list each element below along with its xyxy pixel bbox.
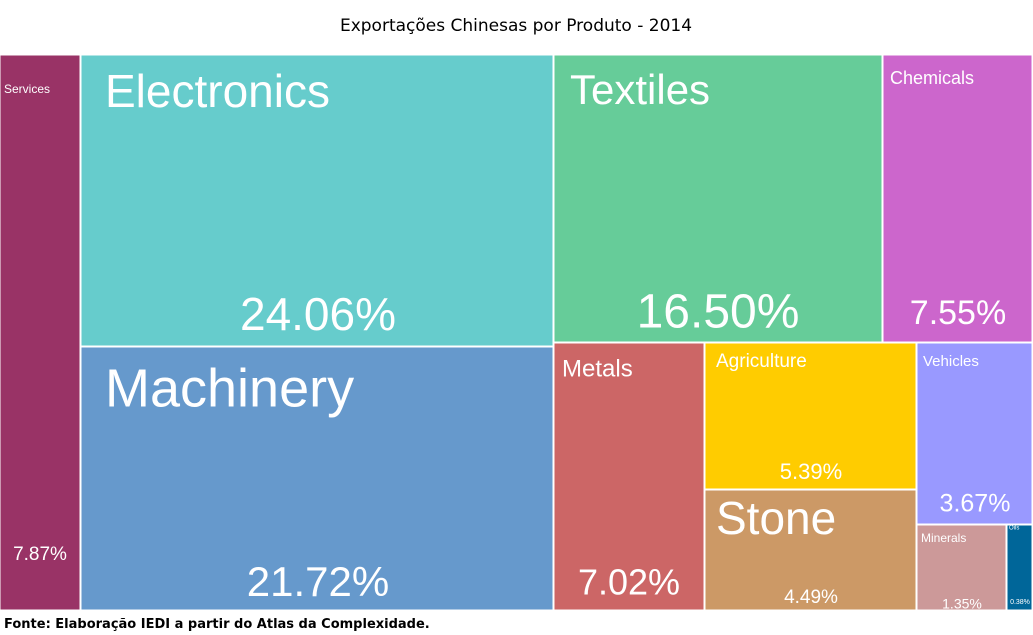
tile	[80, 346, 554, 611]
tile-label: Machinery	[105, 358, 354, 418]
value-label: 4.49%	[784, 587, 838, 608]
tile-label: Stone	[716, 492, 836, 544]
tile	[882, 54, 1033, 343]
source-note: Fonte: Elaboração IEDI a partir do Atlas…	[4, 617, 430, 632]
value-label: 3.67%	[940, 490, 1011, 518]
value-label: 5.39%	[780, 459, 842, 484]
value-label: 7.87%	[13, 544, 67, 565]
tile-label: Vehicles	[923, 353, 979, 370]
tile-label: Chemicals	[890, 68, 974, 88]
tile	[1006, 524, 1033, 611]
tile-label: Services	[4, 82, 50, 96]
tile	[553, 342, 705, 611]
value-label: 7.02%	[578, 562, 680, 603]
tile-label: Agriculture	[716, 351, 807, 372]
tile	[916, 342, 1033, 525]
value-label: 0.38%	[1010, 599, 1030, 606]
chart-title: Exportações Chinesas por Produto - 2014	[340, 16, 692, 36]
value-label: 7.55%	[910, 294, 1006, 332]
tile	[0, 54, 81, 611]
value-label: 1.35%	[942, 596, 982, 612]
tile	[553, 54, 883, 343]
tile-label: Electronics	[105, 65, 330, 117]
value-label: 16.50%	[637, 286, 800, 339]
tile-label: Minerals	[921, 531, 966, 545]
tile-label: Oils	[1009, 526, 1019, 532]
value-label: 21.72%	[247, 558, 389, 605]
tile	[916, 524, 1007, 611]
tile	[704, 489, 917, 611]
tile-label: Textiles	[570, 66, 710, 113]
tile	[704, 342, 917, 490]
tile	[80, 54, 554, 347]
value-label: 24.06%	[240, 288, 396, 340]
tile-label: Metals	[562, 355, 633, 382]
